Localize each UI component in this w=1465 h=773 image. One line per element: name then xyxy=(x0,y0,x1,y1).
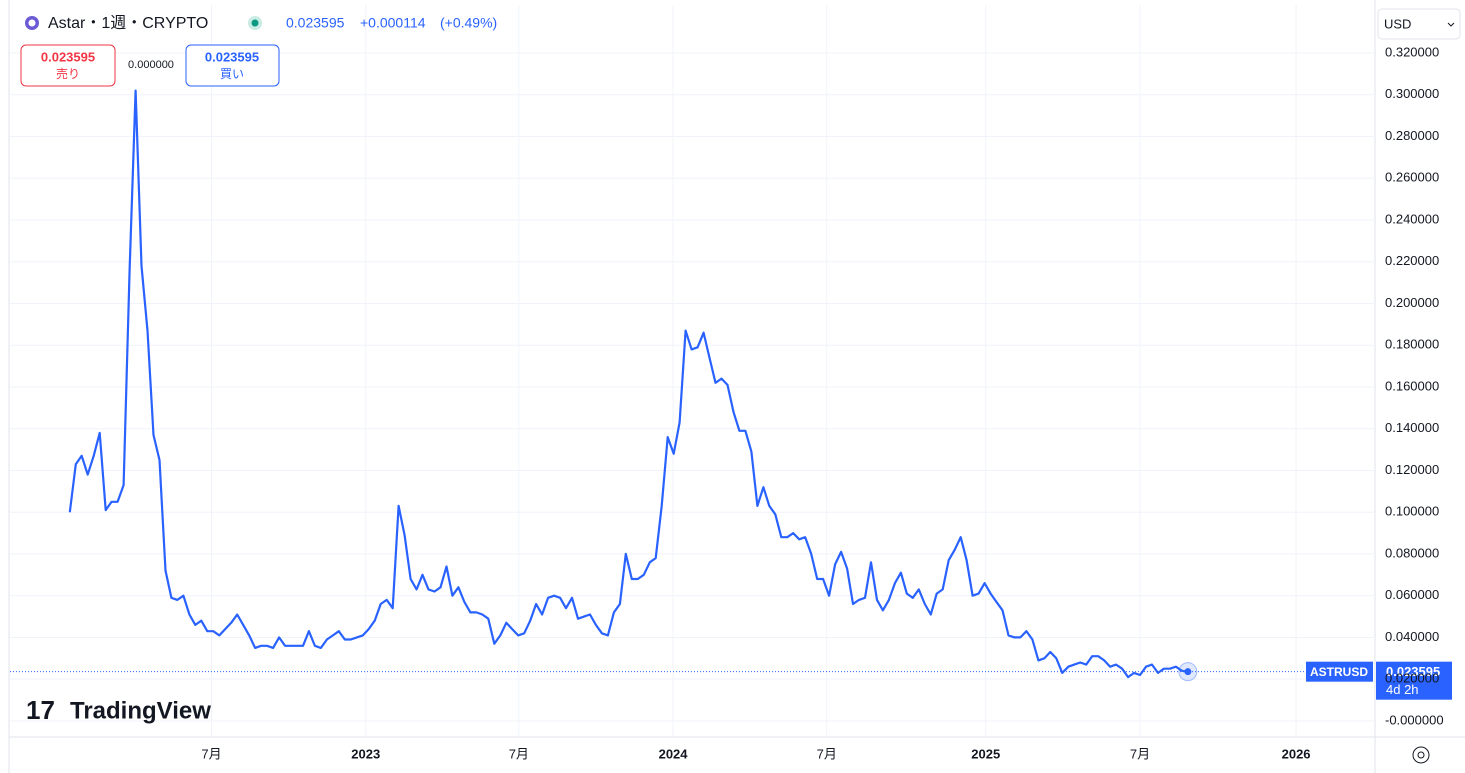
buy-price[interactable]: 0.023595 xyxy=(205,49,259,64)
y-tick-label: 0.220000 xyxy=(1385,253,1439,268)
brand-name: TradingView xyxy=(70,697,211,724)
x-tick-label: 2024 xyxy=(659,746,689,761)
market-status-dot xyxy=(251,19,259,27)
x-tick-label: 2023 xyxy=(351,746,380,761)
currency[interactable]: USD xyxy=(1384,16,1411,31)
spread: 0.000000 xyxy=(128,59,174,71)
x-tick-label: 7月 xyxy=(817,746,837,761)
x-tick-label: 7月 xyxy=(201,746,221,761)
y-tick-label: 0.300000 xyxy=(1385,86,1439,101)
price-change-pct: (+0.49%) xyxy=(440,15,497,31)
y-tick-label: 0.040000 xyxy=(1385,629,1439,644)
y-tick-label: 0.080000 xyxy=(1385,545,1439,560)
grid xyxy=(10,5,1375,737)
x-tick-label: 7月 xyxy=(509,746,529,761)
sell-price[interactable]: 0.023595 xyxy=(41,49,95,64)
plot xyxy=(10,89,1375,682)
last-point xyxy=(1184,668,1192,676)
symbol-tag xyxy=(1306,661,1373,682)
price-change: +0.000114 xyxy=(360,15,426,31)
y-tick-label: 0.180000 xyxy=(1385,337,1439,352)
symbol-tag-label: ASTRUSD xyxy=(1310,665,1368,679)
y-tick-label: 0.260000 xyxy=(1385,170,1439,185)
x-tick-label: 2026 xyxy=(1282,746,1311,761)
y-tick-label: 0.280000 xyxy=(1385,128,1439,143)
y-tick-label: 0.120000 xyxy=(1385,462,1439,477)
settings-icon[interactable] xyxy=(1412,746,1430,764)
y-tick-label: 0.320000 xyxy=(1385,44,1439,59)
y-tick-label: 0.140000 xyxy=(1385,420,1439,435)
symbol-title: Astar・1週・CRYPTO xyxy=(48,14,208,32)
sell-label[interactable]: 売り xyxy=(56,66,80,81)
price-tag-countdown: 4d 2h xyxy=(1386,682,1419,697)
price-tag-price: 0.023595 xyxy=(1386,664,1440,679)
y-tick-label: 0.240000 xyxy=(1385,211,1439,226)
y-tick-label: 0.100000 xyxy=(1385,504,1439,519)
sell-button[interactable] xyxy=(20,44,116,87)
dropdown-arrow xyxy=(1447,22,1455,27)
price-tag-box xyxy=(1376,661,1452,700)
y-tick-label: 0.020000 xyxy=(1385,671,1439,686)
price-tag: ASTRUSD 0.023595 4d 2h xyxy=(1306,661,1452,700)
y-tick-label: -0.000000 xyxy=(1385,712,1444,727)
symbol-icon-inner xyxy=(28,19,36,27)
y-tick-label: 0.060000 xyxy=(1385,587,1439,602)
buy-label[interactable]: 買い xyxy=(220,67,244,81)
brand-logo: 17 xyxy=(26,695,55,725)
buy-button[interactable] xyxy=(185,44,280,87)
y-tick-label: 0.160000 xyxy=(1385,378,1439,393)
price-line xyxy=(68,89,1189,679)
last-price: 0.023595 xyxy=(286,15,345,31)
currency-select[interactable] xyxy=(1377,8,1461,40)
settings-icon-inner[interactable] xyxy=(1417,751,1425,759)
x-tick-label: 2025 xyxy=(971,746,1000,761)
x-tick-label: 7月 xyxy=(1130,746,1150,761)
y-tick-label: 0.200000 xyxy=(1385,295,1439,310)
